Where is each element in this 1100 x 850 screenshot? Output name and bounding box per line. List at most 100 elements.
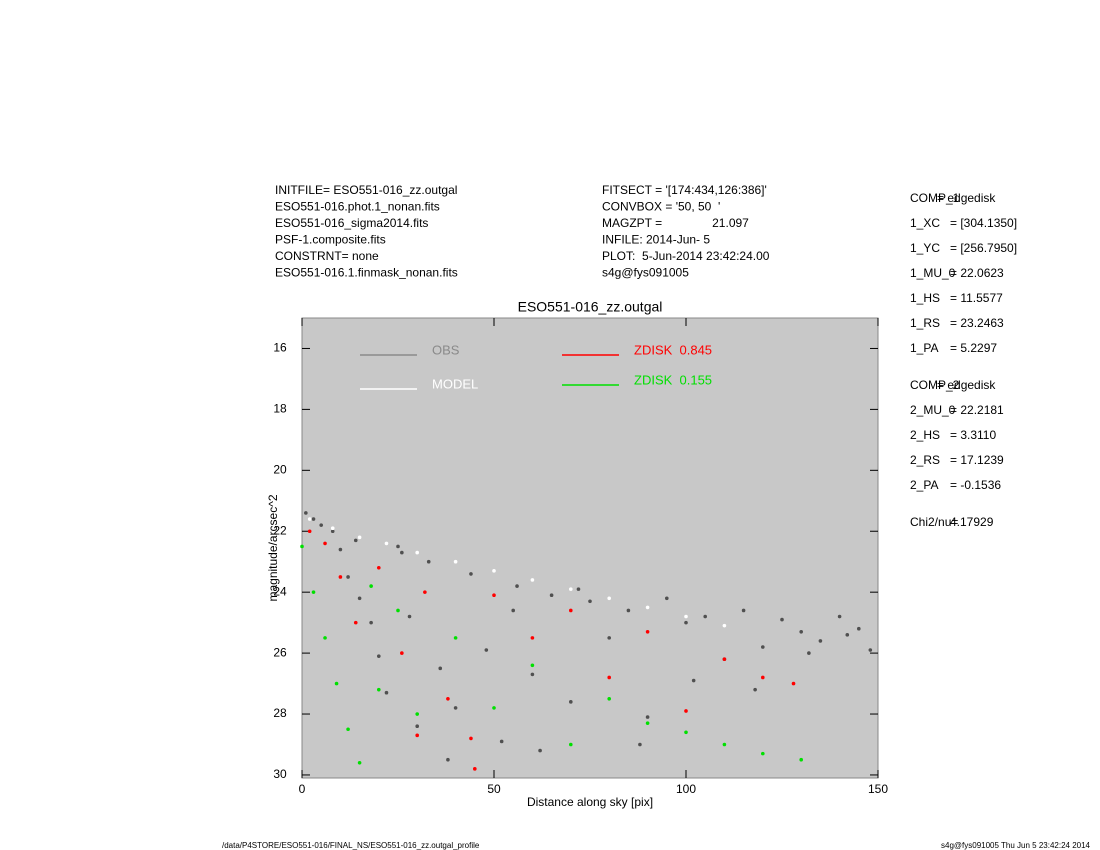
data-point xyxy=(638,742,642,747)
param-value: = 22.2181 xyxy=(950,403,1004,417)
data-point xyxy=(469,736,473,741)
data-point xyxy=(741,608,746,613)
data-point xyxy=(377,687,381,692)
data-point xyxy=(845,633,850,637)
param-label: 2_PA xyxy=(910,478,938,492)
x-tick-label: 100 xyxy=(676,782,696,796)
param-label: 1_PA xyxy=(910,341,938,355)
data-point xyxy=(569,700,573,704)
param-label: Chi2/nu= xyxy=(910,515,958,529)
param-value: = 3.3110 xyxy=(950,428,996,442)
data-point xyxy=(484,648,489,652)
info-line: INITFILE= ESO551-016_zz.outgal xyxy=(275,183,457,197)
data-point xyxy=(492,706,496,710)
data-point xyxy=(530,578,535,582)
data-point xyxy=(515,584,519,588)
data-point xyxy=(396,544,400,549)
data-point xyxy=(446,757,450,762)
plot-area xyxy=(301,317,879,779)
data-point xyxy=(761,751,765,756)
param-value: = edgedisk xyxy=(937,378,996,392)
data-point xyxy=(665,596,669,601)
data-point xyxy=(330,526,335,530)
info-line: ESO551-016.phot.1_nonan.fits xyxy=(275,200,440,214)
data-point xyxy=(453,559,458,564)
param-value: = 11.5577 xyxy=(950,291,1003,305)
param-label: 2_HS xyxy=(910,428,940,442)
data-point xyxy=(569,742,573,747)
data-point xyxy=(357,535,362,540)
y-tick-label: 24 xyxy=(273,584,287,598)
data-point xyxy=(799,757,803,762)
data-point xyxy=(369,620,373,625)
data-point xyxy=(469,572,473,576)
data-point xyxy=(703,614,707,619)
data-point xyxy=(530,636,535,640)
param-label: 1_RS xyxy=(910,316,940,330)
param-value: = [304.1350] xyxy=(950,216,1017,230)
x-axis-label: Distance along sky [pix] xyxy=(527,795,653,809)
data-point xyxy=(684,730,688,735)
data-point xyxy=(538,748,542,753)
data-point xyxy=(330,529,335,534)
data-point xyxy=(868,648,873,652)
y-tick-label: 28 xyxy=(273,706,287,720)
param-label: 1_MU_0 xyxy=(910,266,956,280)
data-point xyxy=(453,636,458,640)
footer-left: /data/P4STORE/ESO551-016/FINAL_NS/ESO551… xyxy=(222,841,480,850)
data-point xyxy=(799,629,803,634)
legend-label: OBS xyxy=(432,342,460,357)
data-point xyxy=(818,639,823,643)
data-point xyxy=(300,544,304,549)
data-point xyxy=(438,666,443,671)
data-point xyxy=(549,593,554,598)
data-point xyxy=(473,767,477,771)
data-point xyxy=(400,550,404,555)
legend-label: MODEL xyxy=(432,376,478,391)
data-point xyxy=(569,608,573,613)
info-line: ESO551-016.1.finmask_nonan.fits xyxy=(275,266,458,280)
data-point xyxy=(304,511,308,515)
data-point xyxy=(807,651,811,655)
data-point xyxy=(415,724,420,729)
data-point xyxy=(453,706,458,710)
data-point xyxy=(346,727,350,732)
param-label: 1_HS xyxy=(910,291,940,305)
data-point xyxy=(780,617,784,622)
data-point xyxy=(357,596,362,601)
data-point xyxy=(645,721,650,725)
data-point xyxy=(607,675,611,680)
param-value: = [256.7950] xyxy=(950,241,1017,255)
param-label: COMP_2 xyxy=(910,378,960,392)
param-label: 2_RS xyxy=(910,453,940,467)
info-line: INFILE: 2014-Jun- 5 xyxy=(602,233,710,247)
data-point xyxy=(837,614,842,619)
data-point xyxy=(415,733,420,738)
data-point xyxy=(607,696,611,701)
data-point xyxy=(338,575,343,579)
data-point xyxy=(334,681,339,686)
info-line: ESO551-016_sigma2014.fits xyxy=(275,216,428,230)
data-point xyxy=(323,541,327,546)
param-value: 4.17929 xyxy=(950,515,994,529)
y-tick-label: 18 xyxy=(273,402,287,416)
data-point xyxy=(319,523,324,527)
param-label: 1_YC xyxy=(910,241,940,255)
param-value: = 22.0623 xyxy=(950,266,1004,280)
data-point xyxy=(415,550,420,555)
data-point xyxy=(407,614,412,619)
data-point xyxy=(645,629,650,634)
data-point xyxy=(338,547,343,552)
data-point xyxy=(684,709,688,713)
data-point xyxy=(492,593,496,598)
param-value: = 5.2297 xyxy=(950,341,997,355)
param-label: COMP_1 xyxy=(910,191,960,205)
y-tick-label: 30 xyxy=(273,767,287,781)
data-point xyxy=(346,575,350,579)
data-point xyxy=(753,687,757,692)
data-point xyxy=(576,587,581,591)
data-point xyxy=(684,620,688,625)
legend-label: ZDISK 0.155 xyxy=(634,372,712,387)
data-point xyxy=(492,569,496,573)
